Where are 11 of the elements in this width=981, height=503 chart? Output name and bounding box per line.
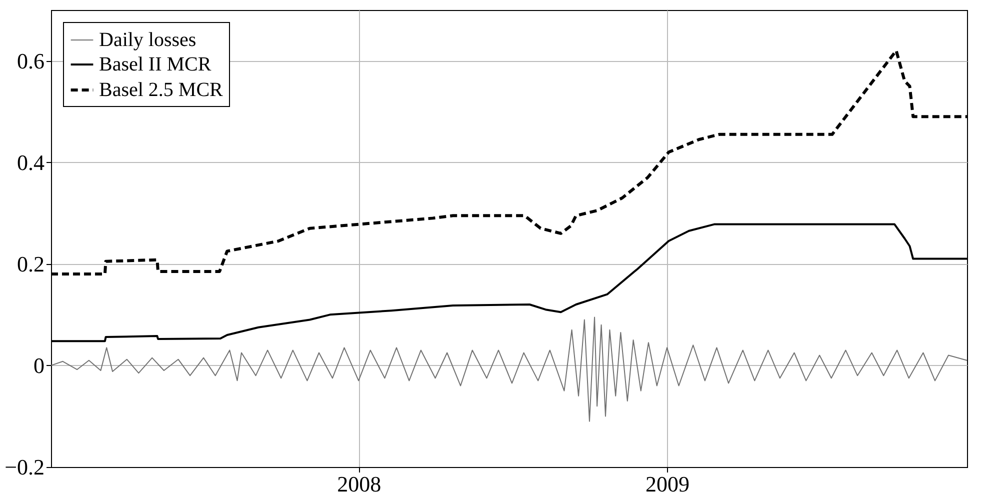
legend-label: Basel II MCR [99,54,212,76]
y-tick-label: 0.4 [17,150,44,175]
y-tick-label: 0.6 [17,48,44,74]
legend-label: Basel 2.5 MCR [99,79,224,101]
y-tick-label: −0.2 [4,454,44,480]
legend-label: Daily losses [99,29,196,51]
y-tick-label: 0 [34,352,44,378]
line-series [50,316,968,422]
x-tick-label: 2009 [646,472,690,496]
y-tick-label: 0.2 [17,251,44,276]
x-tick-label: 2008 [337,472,382,496]
